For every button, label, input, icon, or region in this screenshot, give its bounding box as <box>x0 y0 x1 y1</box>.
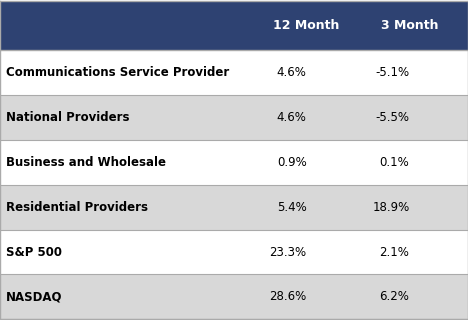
Text: Business and Wholesale: Business and Wholesale <box>6 156 166 169</box>
Text: 3 Month: 3 Month <box>381 19 438 32</box>
Text: -5.1%: -5.1% <box>375 66 410 79</box>
Bar <box>0 140 468 185</box>
Text: 6.2%: 6.2% <box>380 290 410 303</box>
Bar <box>0 95 468 140</box>
Text: 4.6%: 4.6% <box>277 66 307 79</box>
Text: 0.9%: 0.9% <box>277 156 307 169</box>
Text: 2.1%: 2.1% <box>380 245 410 259</box>
Text: 23.3%: 23.3% <box>270 245 307 259</box>
Text: Residential Providers: Residential Providers <box>6 201 147 214</box>
Text: S&P 500: S&P 500 <box>6 245 62 259</box>
Bar <box>0 50 468 95</box>
Text: 4.6%: 4.6% <box>277 111 307 124</box>
Text: 5.4%: 5.4% <box>277 201 307 214</box>
Bar <box>0 275 468 319</box>
Bar <box>0 1 468 50</box>
Text: NASDAQ: NASDAQ <box>6 290 62 303</box>
Text: National Providers: National Providers <box>6 111 129 124</box>
Text: 0.1%: 0.1% <box>380 156 410 169</box>
Text: -5.5%: -5.5% <box>375 111 410 124</box>
Text: Communications Service Provider: Communications Service Provider <box>6 66 229 79</box>
Bar <box>0 185 468 230</box>
Bar <box>0 230 468 275</box>
Text: 12 Month: 12 Month <box>273 19 340 32</box>
Text: 18.9%: 18.9% <box>372 201 410 214</box>
Text: 28.6%: 28.6% <box>269 290 307 303</box>
